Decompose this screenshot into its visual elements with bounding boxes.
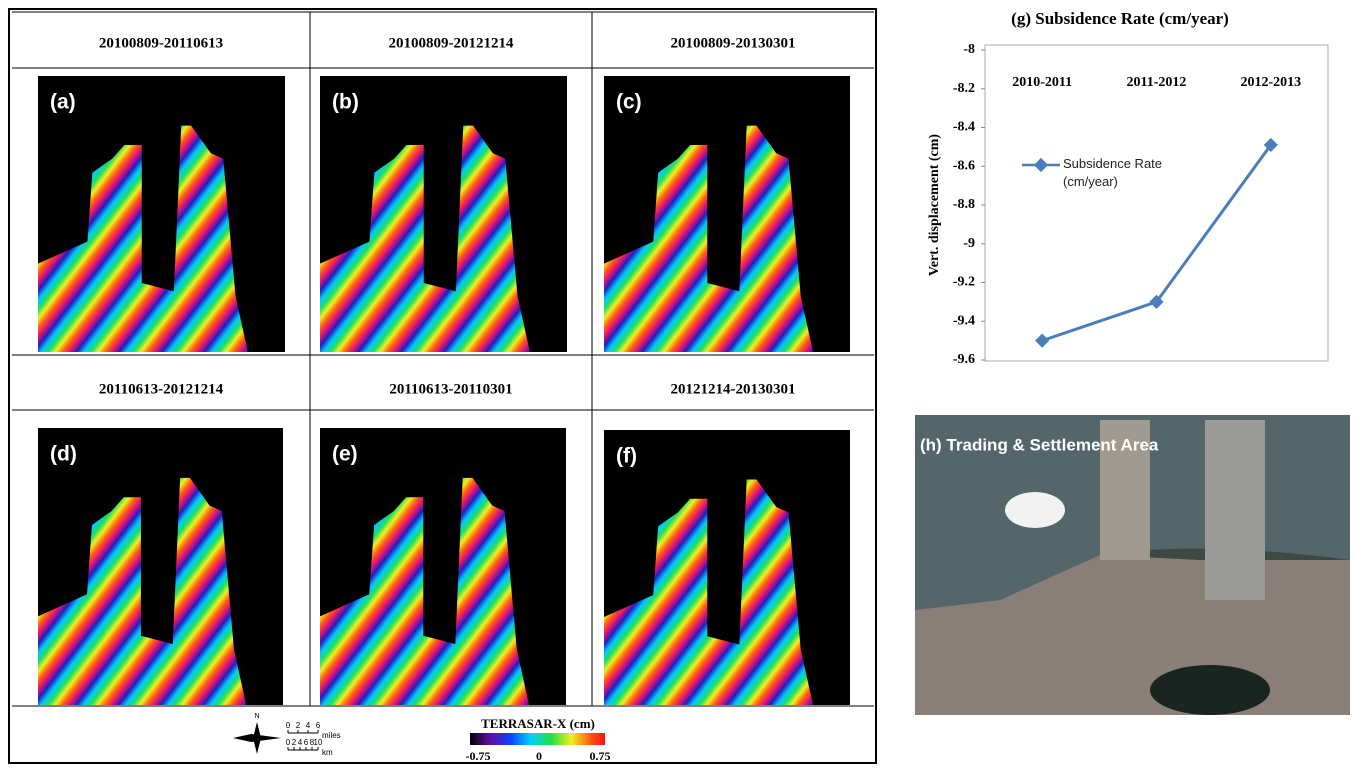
scale-label: 6 <box>304 738 309 747</box>
scale-label: 2 <box>292 738 297 747</box>
y-tick-label: -9.6 <box>953 352 975 367</box>
compass <box>233 722 281 754</box>
scale-unit: km <box>322 748 333 757</box>
panel-label: (b) <box>332 91 359 114</box>
north-label: N <box>254 713 259 720</box>
page: (g) Subsidence Rate (cm/year) Vert. disp… <box>0 0 1355 765</box>
panel-header: 20110613-20110301 <box>389 381 512 397</box>
y-tick-label: -9.4 <box>953 313 975 328</box>
y-tick-label: -8 <box>963 42 975 57</box>
colorbar-title: TERRASAR-X (cm) <box>481 716 595 731</box>
scale-label: 4 <box>306 721 311 730</box>
pond <box>1150 665 1270 715</box>
scale-label: 6 <box>316 721 321 730</box>
scale-label: 4 <box>298 738 303 747</box>
marker <box>1035 334 1049 348</box>
panel-label: (f) <box>616 445 637 468</box>
colorbar-tick: 0.75 <box>590 749 611 763</box>
x-tick-label: 2010-2011 <box>1012 75 1072 90</box>
x-tick-label: 2012-2013 <box>1240 75 1301 90</box>
panel-label: (e) <box>332 443 358 466</box>
figure: (g) Subsidence Rate (cm/year) Vert. disp… <box>0 0 1355 765</box>
y-tick-label: -8.2 <box>953 81 975 96</box>
scale-unit: miles <box>322 731 341 740</box>
scale-label: 2 <box>296 721 301 730</box>
y-tick-label: -9.2 <box>953 275 975 290</box>
panel-header: 20100809-20110613 <box>99 35 223 51</box>
y-axis-label: Vert. displacement (cm) <box>927 134 942 277</box>
x-tick-label: 2011-2012 <box>1127 75 1187 90</box>
cloud <box>1005 492 1065 528</box>
panel-label: (a) <box>50 91 76 114</box>
panel-header: 20100809-20130301 <box>671 35 796 51</box>
scale-label: 0 <box>286 738 291 747</box>
y-tick-label: -9 <box>963 236 975 251</box>
y-tick-label: -8.4 <box>953 120 975 135</box>
panel-header: 20110613-20121214 <box>99 381 224 397</box>
colorbar <box>470 733 605 745</box>
panel-label: (d) <box>50 443 77 466</box>
panel-header: 20121214-20130301 <box>671 381 796 397</box>
y-tick-label: -8.8 <box>953 197 975 212</box>
panel-label: (c) <box>616 91 642 114</box>
scale-label: 0 <box>286 721 291 730</box>
colorbar-tick: -0.75 <box>466 749 491 763</box>
colorbar-tick: 0 <box>536 749 542 763</box>
legend-marker <box>1034 158 1048 172</box>
y-tick-label: -8.6 <box>953 158 975 173</box>
port <box>1205 420 1265 600</box>
plot-frame <box>985 45 1328 361</box>
scale-label: 10 <box>314 738 323 747</box>
chart-title: (g) Subsidence Rate (cm/year) <box>1011 9 1229 28</box>
image-label: (h) Trading & Settlement Area <box>920 435 1159 454</box>
panel-header: 20100809-20121214 <box>389 35 514 51</box>
legend-text: Subsidence Rate (cm/year) <box>1063 155 1173 191</box>
